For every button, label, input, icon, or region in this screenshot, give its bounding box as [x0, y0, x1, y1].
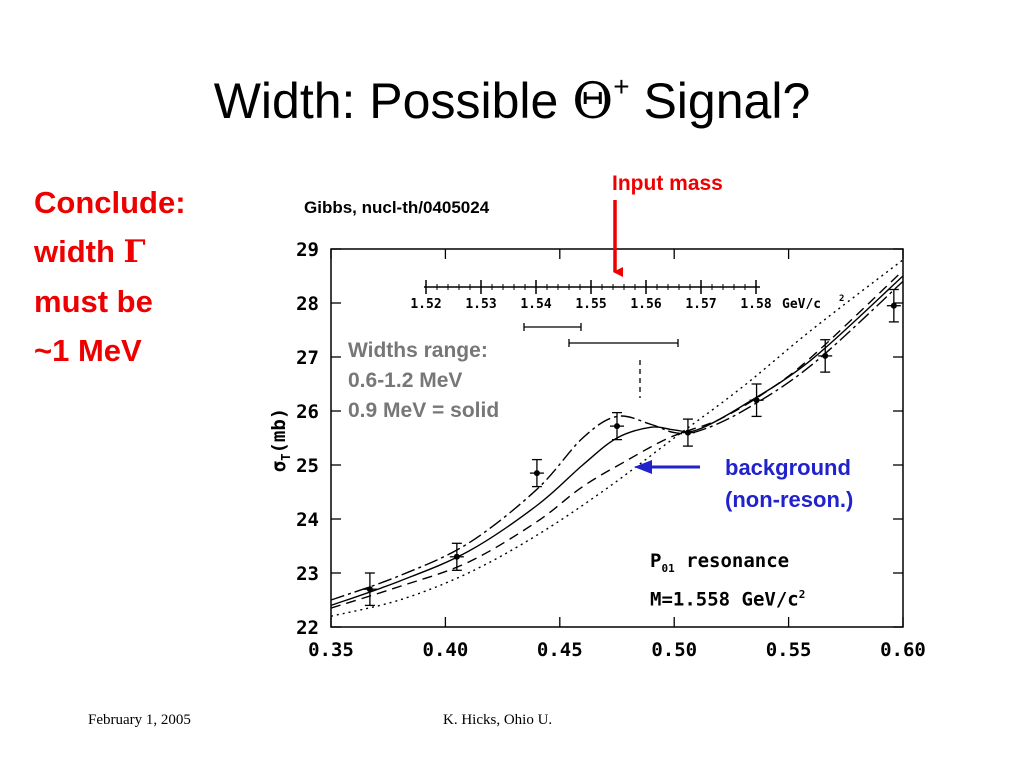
point-marker — [533, 470, 540, 477]
ylabel-unit: (mb) — [268, 408, 290, 454]
mass-tick-label: 1.55 — [575, 297, 606, 312]
x-tick-label: 0.35 — [308, 639, 354, 661]
data-point — [362, 572, 377, 607]
point-marker — [614, 423, 620, 430]
y-tick-label: 27 — [296, 347, 319, 369]
data-points — [362, 288, 901, 607]
footer-date: February 1, 2005 — [88, 712, 191, 728]
background-line-2: (non-reson.) — [725, 487, 854, 512]
x-tick-label: 0.45 — [537, 639, 583, 661]
mass-tick-label: 1.58 — [740, 297, 771, 312]
resonance-word: resonance — [674, 550, 790, 572]
mass-tick-label: 1.54 — [520, 297, 551, 312]
x-tick-label: 0.50 — [651, 639, 697, 661]
y-tick-label: 25 — [296, 455, 319, 477]
point-marker — [822, 352, 829, 359]
input-mass-label: Input mass — [612, 172, 723, 195]
data-point — [680, 418, 695, 447]
mass-tick-label: 1.57 — [685, 297, 716, 312]
mass-tick-label: 1.56 — [630, 297, 661, 312]
y-tick-label: 28 — [296, 293, 319, 315]
point-marker — [366, 586, 373, 593]
theta-symbol: Θ — [572, 72, 614, 130]
ylabel: σT(mb) — [268, 408, 293, 472]
resonance-sup: 2 — [798, 587, 806, 601]
data-point — [818, 339, 833, 373]
point-marker — [684, 429, 691, 436]
widths-annotation: Widths range: 0.6-1.2 MeV 0.9 MeV = soli… — [348, 336, 499, 426]
ylabel-subscript: T — [279, 454, 293, 461]
y-tick-label: 29 — [296, 239, 319, 261]
x-axis: 0.35 0.40 0.45 0.50 0.55 0.60 — [308, 249, 926, 661]
resonance-mass: M=1.558 GeV/c — [650, 588, 799, 611]
mass-scale: 1.52 1.53 1.54 1.55 1.56 1.57 1.58 GeV/c 2 — [410, 280, 844, 312]
resonance-subscript: 01 — [661, 561, 675, 575]
data-point — [749, 383, 764, 418]
slide-title: Width: Possible Θ+ Signal? — [0, 71, 1024, 130]
conclude-line-1: Conclude: — [34, 185, 186, 220]
data-point — [529, 458, 544, 488]
series-solid — [330, 275, 904, 607]
x-tick-label: 0.55 — [766, 639, 812, 661]
ylabel-sigma: σ — [268, 461, 290, 472]
plot-frame — [330, 248, 904, 628]
data-point — [886, 288, 901, 323]
series-dotted — [330, 259, 904, 617]
widths-line-3: 0.9 MeV = solid — [348, 399, 500, 422]
y-tick-label: 23 — [296, 563, 319, 585]
data-point — [610, 411, 624, 441]
resonance-line-2: M=1.558 GeV/c2 — [650, 582, 805, 612]
mass-tick-label: 1.53 — [465, 297, 496, 312]
point-marker — [753, 397, 760, 404]
widths-line-1: Widths range: — [348, 339, 488, 362]
resonance-annotation: P01 resonance M=1.558 GeV/c2 — [650, 548, 805, 612]
svg-text:σT(mb): σT(mb) — [268, 408, 293, 472]
conclude-line-3: must be — [34, 284, 153, 319]
footer-author: K. Hicks, Ohio U. — [443, 712, 553, 728]
mass-scale-unit: GeV/c — [782, 297, 821, 312]
point-marker — [890, 302, 897, 309]
conclude-line-4: ~1 MeV — [34, 333, 142, 368]
width-bars — [523, 323, 679, 398]
mass-scale-unit-sup: 2 — [839, 294, 844, 304]
gamma-symbol: Γ — [123, 234, 146, 270]
conclude-width-word: width — [34, 234, 124, 269]
title-prefix: Width: Possible — [213, 73, 573, 129]
resonance-line-1: P01 resonance — [650, 548, 805, 582]
y-tick-label: 24 — [296, 509, 319, 531]
background-line-1: background — [725, 455, 851, 480]
y-tick-label: 26 — [296, 401, 319, 423]
resonance-p: P — [650, 550, 662, 572]
conclusion-text: Conclude: width Γ must be ~1 MeV — [34, 178, 264, 375]
citation-label: Gibbs, nucl-th/0405024 — [304, 198, 490, 217]
title-superscript: + — [613, 71, 630, 103]
x-tick-label: 0.40 — [423, 639, 469, 661]
conclude-line-2: width Γ — [34, 227, 264, 277]
series-dashdot — [330, 280, 904, 601]
title-suffix: Signal? — [629, 73, 811, 129]
x-tick-label: 0.60 — [880, 639, 926, 661]
data-point — [449, 542, 464, 571]
mass-tick-label: 1.52 — [410, 297, 441, 312]
widths-line-2: 0.6-1.2 MeV — [348, 369, 463, 392]
point-marker — [453, 553, 460, 560]
background-label: background (non-reson.) — [725, 452, 854, 516]
y-tick-label: 22 — [296, 617, 319, 639]
background-arrow — [634, 460, 700, 474]
